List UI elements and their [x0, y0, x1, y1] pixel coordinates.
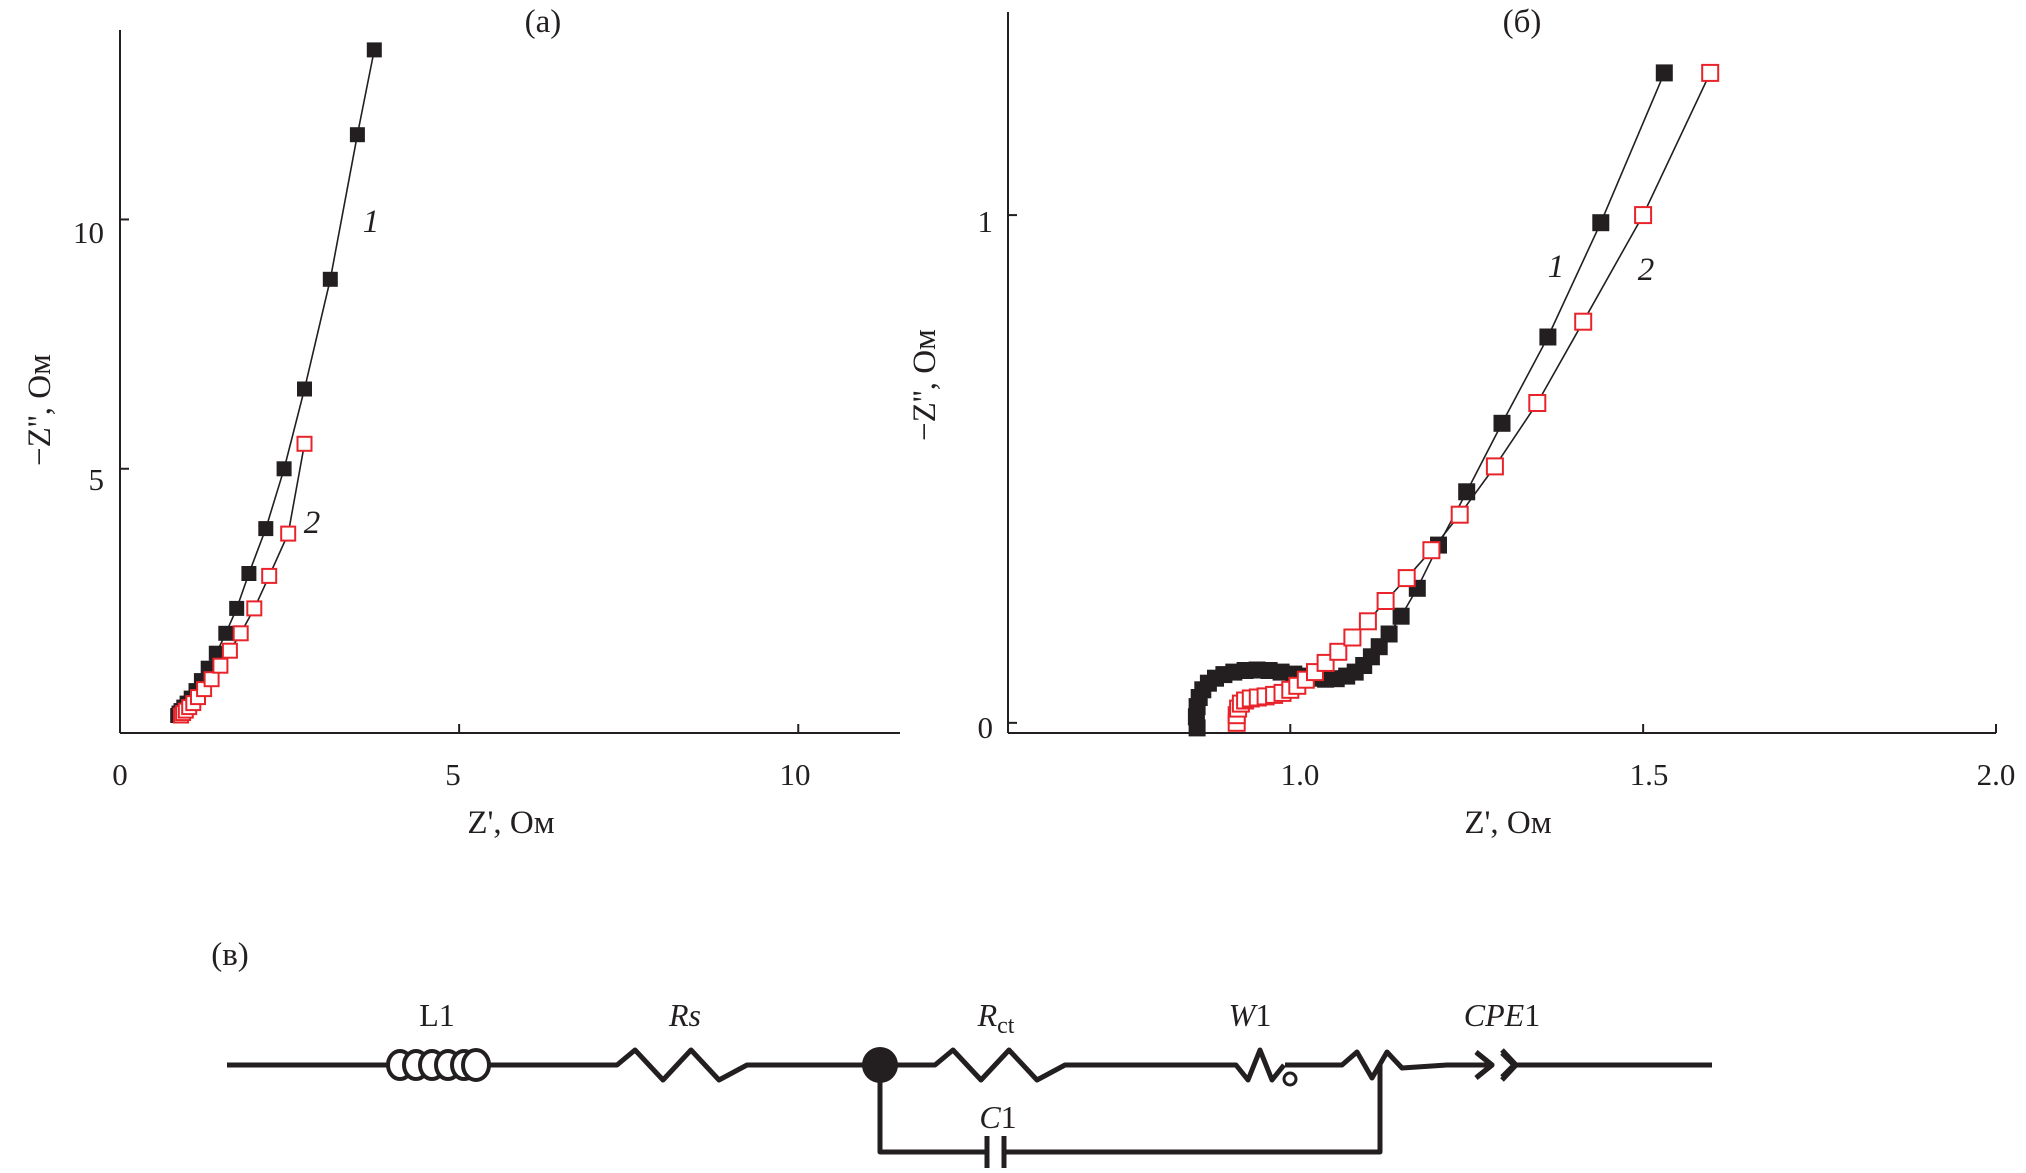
label-L1: L1: [419, 997, 455, 1033]
series-2-point: [1574, 312, 1593, 331]
series-1-point: [349, 127, 365, 143]
series-1-point: [1370, 638, 1388, 656]
series-1-point: [241, 566, 257, 581]
series-2-point: [296, 435, 313, 452]
equivalent-circuit: (в) L1 Rs Rct W1 CPE1 C1: [211, 937, 1712, 1168]
curve-label-2: 2: [304, 505, 321, 541]
series-2-point: [246, 600, 263, 617]
series-1-point: [1655, 64, 1673, 82]
series-2-point: [1485, 457, 1504, 476]
curve-label-1: 1: [1548, 249, 1565, 285]
panel-label-c: (в): [211, 937, 249, 973]
series-2-point: [1358, 612, 1377, 631]
series-2-point: [1701, 63, 1720, 82]
series-1-point: [276, 461, 292, 477]
panel-label-a: (а): [525, 4, 562, 40]
series-1-line: [1195, 72, 1666, 728]
y-tick-label: 1: [978, 204, 994, 239]
x-axis-title-b: Z', Ом: [1464, 805, 1551, 841]
series-2-point: [261, 567, 278, 584]
series-b: [1187, 63, 1720, 737]
series-1-point: [297, 381, 312, 397]
y-axis-title-a: −Z'', Ом: [22, 354, 58, 466]
y-tick-label: 5: [89, 462, 105, 497]
series-2-point: [1634, 206, 1653, 225]
y-axis-title-b: −Z'', Ом: [907, 329, 943, 441]
series-2-point: [1343, 628, 1362, 647]
series-1-point: [258, 521, 274, 537]
inductor-L1: [386, 1048, 491, 1082]
series-1-point: [1392, 607, 1410, 625]
cpe-element: [1447, 1048, 1519, 1082]
series-1-point: [1539, 328, 1557, 346]
label-W1: W1: [1229, 997, 1272, 1033]
series-2-point: [1397, 569, 1416, 588]
series-1-point: [229, 600, 245, 616]
panel-b: (б) Z', Ом −Z'', Ом 1.0 1.5 2.0 0 1 1 2: [907, 4, 2015, 841]
series-1-point: [218, 625, 234, 641]
x-tick-label: 5: [445, 757, 461, 792]
label-CPE1: CPE1: [1464, 997, 1540, 1033]
series-2-point: [232, 625, 249, 642]
series-1-line: [176, 49, 376, 716]
series-2-point: [1450, 505, 1469, 524]
label-C1: C1: [979, 1099, 1016, 1135]
series-1-point: [1380, 625, 1398, 643]
curve-label-2: 2: [1638, 252, 1655, 288]
series-2-point: [1376, 592, 1395, 610]
series-2-point: [280, 525, 297, 542]
warburg-element: [1222, 1047, 1286, 1083]
label-Rct: Rct: [977, 997, 1015, 1039]
series-2-point: [1528, 394, 1547, 412]
series-a: [170, 42, 382, 724]
panel-label-b: (б): [1503, 4, 1542, 40]
x-tick-label: 2.0: [1977, 757, 2016, 792]
panel-a: (а) Z', Ом −Z'', Ом 0 5 10 5 10 1 2: [22, 4, 900, 841]
series-1-point: [322, 271, 338, 287]
x-axis-title-a: Z', Ом: [467, 805, 554, 841]
y-tick-label: 10: [73, 215, 104, 250]
x-tick-label: 10: [780, 757, 811, 792]
x-tick-label: 1.0: [1281, 757, 1320, 792]
series-2-point: [221, 642, 238, 659]
y-tick-label: 0: [978, 710, 994, 745]
series-2-point: [1422, 541, 1441, 560]
label-Rs: Rs: [668, 997, 701, 1033]
x-tick-label: 1.5: [1630, 757, 1669, 792]
series-2-point: [212, 657, 229, 674]
x-tick-label: 0: [112, 757, 128, 792]
series-1-point: [1493, 414, 1511, 432]
series-1-point: [1592, 214, 1610, 232]
warburg-terminal: [1282, 1071, 1298, 1087]
series-2-point: [1329, 642, 1348, 661]
ticks-b: [1008, 214, 1997, 733]
series-1-point: [366, 42, 382, 58]
curve-label-1: 1: [363, 204, 380, 240]
series-1-point: [1458, 483, 1476, 501]
series-2-line: [1235, 72, 1711, 723]
capacitor-C1-branch: [877, 1065, 1383, 1168]
ticks-a: [119, 218, 800, 733]
series-2-point: [203, 671, 220, 688]
